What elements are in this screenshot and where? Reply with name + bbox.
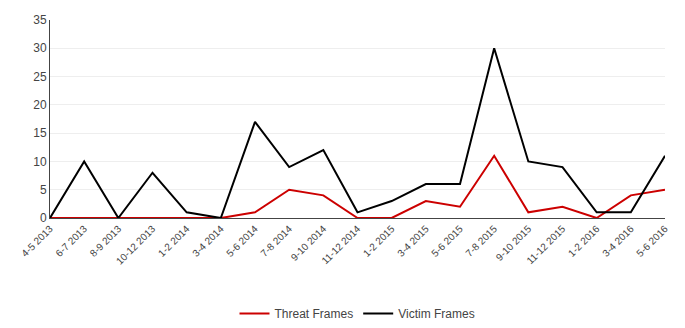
svg-text:10-12 2013: 10-12 2013 [114,223,158,267]
svg-text:4-5 2013: 4-5 2013 [19,223,55,259]
svg-text:25: 25 [33,70,47,84]
svg-text:1-2 2015: 1-2 2015 [361,223,397,259]
svg-text:Victim Frames: Victim Frames [398,307,474,321]
svg-text:5-6 2015: 5-6 2015 [429,223,465,259]
svg-text:15: 15 [33,126,47,140]
svg-text:6-7 2013: 6-7 2013 [53,223,89,259]
svg-text:9-10 2015: 9-10 2015 [494,223,534,263]
svg-text:7-8 2014: 7-8 2014 [258,223,294,259]
svg-text:11-12 2014: 11-12 2014 [319,223,362,266]
svg-text:5-6 2014: 5-6 2014 [224,223,260,259]
svg-text:30: 30 [33,41,47,55]
svg-text:5: 5 [40,183,47,197]
svg-text:3-4 2014: 3-4 2014 [190,223,226,259]
svg-text:20: 20 [33,98,47,112]
svg-text:10: 10 [33,155,47,169]
svg-text:11-12 2015: 11-12 2015 [524,223,567,266]
svg-text:0: 0 [40,211,47,225]
svg-text:7-8 2015: 7-8 2015 [463,223,499,259]
svg-text:Threat Frames: Threat Frames [275,307,354,321]
svg-text:8-9 2013: 8-9 2013 [88,223,124,259]
svg-text:3-4 2015: 3-4 2015 [395,223,431,259]
svg-text:9-10 2014: 9-10 2014 [289,223,329,263]
svg-text:5-6 2016: 5-6 2016 [634,223,670,259]
svg-text:35: 35 [33,13,47,27]
svg-text:3-4 2016: 3-4 2016 [600,223,636,259]
svg-text:1-2 2016: 1-2 2016 [566,223,602,259]
svg-text:1-2 2014: 1-2 2014 [156,223,192,259]
